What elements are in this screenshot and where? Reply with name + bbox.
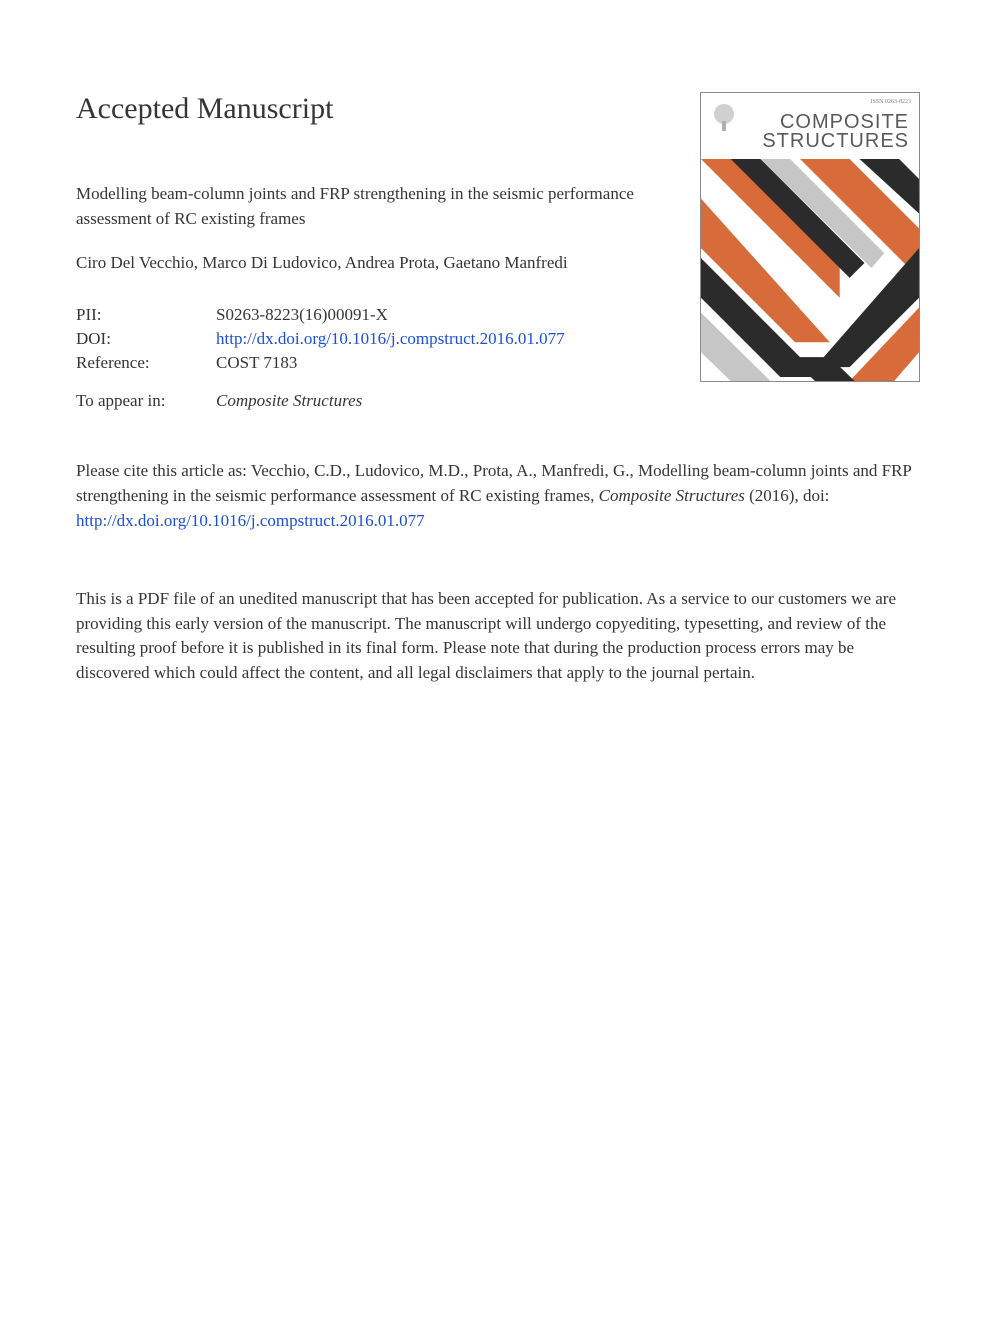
article-title: Modelling beam-column joints and FRP str… <box>76 182 636 231</box>
meta-row-appear: To appear in: Composite Structures <box>76 389 565 413</box>
cover-title-line2: STRUCTURES <box>762 130 909 152</box>
elsevier-tree-icon <box>711 103 737 133</box>
authors: Ciro Del Vecchio, Marco Di Ludovico, And… <box>76 253 680 273</box>
cover-title: COMPOSITE STRUCTURES <box>762 113 909 151</box>
reference-label: Reference: <box>76 351 216 375</box>
header-row: Accepted Manuscript Modelling beam-colum… <box>76 92 920 413</box>
page-title: Accepted Manuscript <box>76 92 680 126</box>
reference-value: COST 7183 <box>216 351 565 375</box>
doi-link[interactable]: http://dx.doi.org/10.1016/j.compstruct.2… <box>216 329 565 348</box>
cover-artwork <box>701 159 919 381</box>
metadata-table: PII: S0263-8223(16)00091-X DOI: http://d… <box>76 303 565 413</box>
citation-year: (2016), doi: <box>745 486 830 505</box>
pii-value: S0263-8223(16)00091-X <box>216 303 565 327</box>
cover-issn: ISSN 0263-8223 <box>870 99 911 105</box>
meta-row-reference: Reference: COST 7183 <box>76 351 565 375</box>
appear-value: Composite Structures <box>216 389 565 413</box>
disclaimer-text: This is a PDF file of an unedited manusc… <box>76 587 920 686</box>
meta-row-pii: PII: S0263-8223(16)00091-X <box>76 303 565 327</box>
citation-block: Please cite this article as: Vecchio, C.… <box>76 459 920 533</box>
doi-label: DOI: <box>76 327 216 351</box>
appear-label: To appear in: <box>76 389 216 413</box>
citation-journal: Composite Structures <box>599 486 745 505</box>
journal-cover: ISSN 0263-8223 COMPOSITE STRUCTURES <box>700 92 920 382</box>
meta-row-doi: DOI: http://dx.doi.org/10.1016/j.compstr… <box>76 327 565 351</box>
citation-doi-link[interactable]: http://dx.doi.org/10.1016/j.compstruct.2… <box>76 511 425 530</box>
header-left: Accepted Manuscript Modelling beam-colum… <box>76 92 680 413</box>
pii-label: PII: <box>76 303 216 327</box>
cover-header: ISSN 0263-8223 COMPOSITE STRUCTURES <box>701 93 919 165</box>
